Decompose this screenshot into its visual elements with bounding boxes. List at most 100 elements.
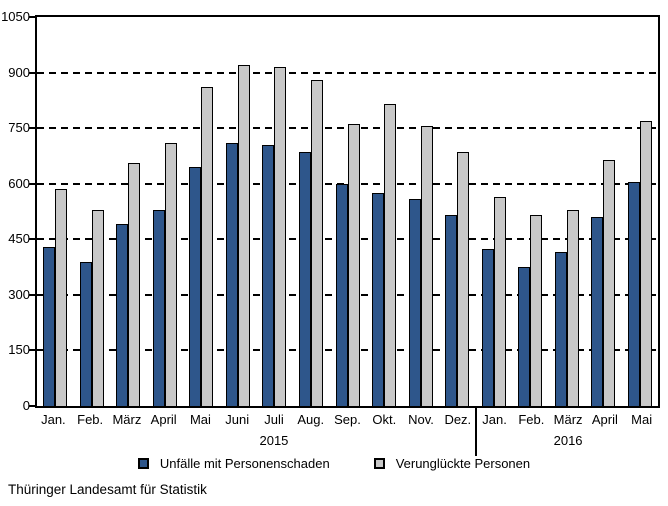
year-divider-line (475, 408, 478, 456)
bar-unfaelle (335, 183, 348, 406)
bar-verungleuckte (420, 126, 433, 406)
bar-verungleuckte (91, 209, 104, 406)
bar-unfaelle (627, 181, 640, 406)
gridline-600 (37, 182, 658, 185)
bar-group-Mai (622, 17, 659, 406)
x-axis-label: März (553, 412, 583, 427)
y-axis-tick (29, 71, 35, 74)
bar-verungleuckte (128, 163, 141, 406)
bar-group-April (147, 17, 184, 406)
bar-unfaelle (445, 215, 458, 406)
legend-item-unfaelle: Unfälle mit Personenschaden (137, 456, 330, 471)
x-axis-label: Sep. (334, 412, 361, 427)
y-axis-label: 300 (8, 286, 30, 302)
bar-unfaelle (298, 152, 311, 406)
bar-verungleuckte (237, 65, 250, 406)
bar-verungleuckte (201, 87, 214, 406)
bar-verungleuckte (274, 67, 287, 406)
legend-marker-icon (373, 458, 385, 469)
bar-group-Mai (183, 17, 220, 406)
x-axis-label: Feb. (518, 412, 545, 427)
x-axis-label: Mai (631, 412, 653, 427)
y-axis-label: 0 (22, 398, 30, 413)
x-axis-label: Jan. (482, 412, 507, 427)
legend: Unfälle mit Personenschaden Verunglückte … (0, 456, 668, 471)
bar-verungleuckte (310, 79, 323, 406)
y-axis-tick (29, 127, 35, 130)
x-axis-label: März (112, 412, 142, 427)
bar-group-Jan. (37, 17, 74, 406)
x-axis-label: April (150, 412, 177, 427)
bar-group-Juni (220, 17, 257, 406)
bar-group-April (585, 17, 622, 406)
y-axis-tick (29, 293, 35, 296)
x-axis-label: Juni (225, 412, 250, 427)
bar-unfaelle (262, 144, 275, 406)
bar-unfaelle (116, 224, 129, 406)
bar-verungleuckte (530, 215, 543, 406)
y-axis-tick (29, 238, 35, 241)
bar-group-Juli (256, 17, 293, 406)
bar-group-Sep. (329, 17, 366, 406)
bar-series-container (37, 17, 658, 406)
y-axis-label: 1050 (1, 9, 30, 24)
x-axis-label: Juli (264, 412, 284, 427)
bar-unfaelle (43, 246, 56, 406)
bar-verungleuckte (347, 124, 360, 406)
legend-label: Verunglückte Personen (395, 456, 531, 471)
bar-group-Dez. (439, 17, 476, 406)
bar-unfaelle (554, 252, 567, 406)
bar-group-Aug. (293, 17, 330, 406)
x-axis-label: Mai (189, 412, 211, 427)
x-axis-label: Dez. (444, 412, 472, 427)
bar-unfaelle (225, 142, 238, 406)
bar-unfaelle (152, 209, 165, 406)
bar-unfaelle (79, 261, 92, 406)
bar-group-Jan. (475, 17, 512, 406)
bar-group-Feb. (512, 17, 549, 406)
bar-unfaelle (481, 248, 494, 406)
bar-verungleuckte (566, 209, 579, 406)
legend-marker-icon (137, 458, 149, 469)
y-axis-tick (29, 182, 35, 185)
x-axis-label: April (591, 412, 618, 427)
bar-verungleuckte (384, 104, 397, 406)
y-axis-tick (29, 349, 35, 352)
legend-label: Unfälle mit Personenschaden (159, 456, 330, 471)
bar-group-Nov. (402, 17, 439, 406)
bar-verungleuckte (603, 159, 616, 406)
bar-verungleuckte (55, 189, 68, 406)
x-axis-label: Nov. (408, 412, 434, 427)
bar-verungleuckte (639, 120, 652, 406)
bar-unfaelle (591, 217, 604, 406)
y-axis-label: 600 (8, 175, 30, 191)
bar-verungleuckte (493, 196, 506, 406)
y-axis-label: 750 (8, 120, 30, 136)
bar-verungleuckte (164, 142, 177, 406)
x-axis-label: Feb. (77, 412, 104, 427)
bar-unfaelle (189, 167, 202, 406)
x-axis-labels: Jan. Feb. März April Mai Juni Juli Aug. Sep. Okt.… (35, 412, 660, 427)
plot-area (35, 15, 660, 408)
bar-group-Feb. (74, 17, 111, 406)
y-axis-label: 450 (8, 231, 30, 247)
bar-verungleuckte (457, 152, 470, 406)
year-label-2016: 2016 (553, 433, 583, 448)
x-axis-label: Jan. (41, 412, 66, 427)
bar-group-März (548, 17, 585, 406)
gridline-750 (37, 127, 658, 130)
legend-item-verungleuckte: Verunglückte Personen (373, 456, 531, 471)
source-text: Thüringer Landesamt für Statistik (8, 482, 207, 497)
x-axis-label: Aug. (297, 412, 325, 427)
bar-unfaelle (408, 198, 421, 406)
y-axis-tick (29, 16, 35, 18)
y-axis-tick (29, 405, 35, 407)
y-axis-label: 900 (8, 64, 30, 80)
bar-unfaelle (372, 192, 385, 406)
bar-group-Okt. (366, 17, 403, 406)
x-axis-label: Okt. (372, 412, 397, 427)
gridline-900 (37, 71, 658, 74)
y-axis-label: 150 (8, 342, 30, 358)
bar-group-März (110, 17, 147, 406)
